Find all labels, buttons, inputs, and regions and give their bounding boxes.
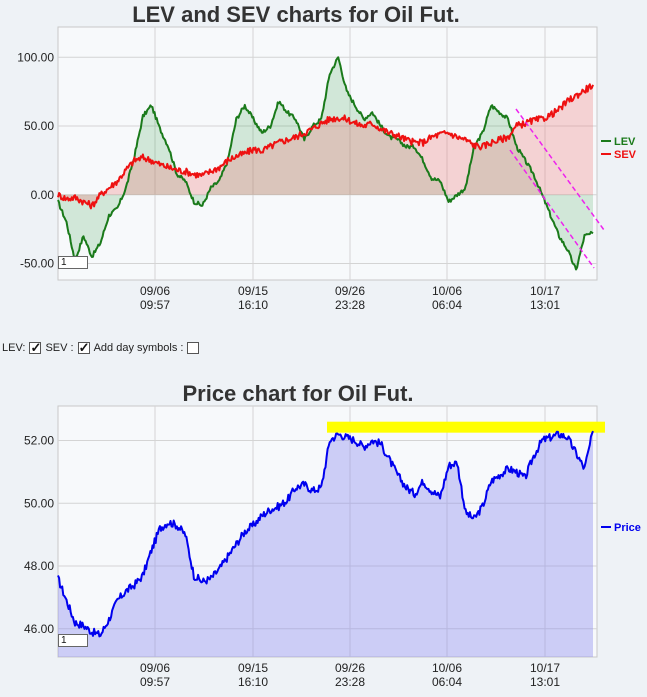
x-tick-date: 09/15 bbox=[238, 284, 268, 298]
x-tick-time: 13:01 bbox=[530, 675, 560, 689]
x-tick-time: 16:10 bbox=[238, 298, 268, 312]
x-tick-date: 10/17 bbox=[530, 661, 560, 675]
x-tick-date: 10/06 bbox=[432, 661, 462, 675]
series-area-sev bbox=[58, 84, 593, 209]
x-tick-date: 10/06 bbox=[432, 284, 462, 298]
day-symbols-checkbox[interactable] bbox=[187, 342, 200, 354]
price-chart-title: Price chart for Oil Fut. bbox=[182, 381, 413, 406]
legend-entry-price: Price bbox=[614, 522, 641, 534]
x-tick-time: 06:04 bbox=[432, 298, 462, 312]
price-page-input[interactable]: 1 bbox=[58, 634, 88, 647]
series-area-price bbox=[58, 431, 593, 657]
y-tick-label: 46.00 bbox=[24, 622, 54, 636]
series-line-lev bbox=[57, 56, 594, 271]
lev-sev-page-input[interactable]: 1 bbox=[58, 256, 88, 269]
x-tick-time: 16:10 bbox=[238, 675, 268, 689]
series-toggle-bar: LEV: SEV : Add day symbols : bbox=[2, 340, 201, 356]
legend-entry-sev: SEV bbox=[614, 149, 637, 161]
y-tick-label: -50.00 bbox=[20, 257, 54, 271]
sev-checkbox[interactable] bbox=[77, 340, 90, 356]
y-tick-label: 50.00 bbox=[24, 119, 54, 133]
legend-entry-lev: LEV bbox=[614, 136, 636, 148]
resistance-highlight-band bbox=[327, 421, 605, 433]
x-tick-date: 10/17 bbox=[530, 284, 560, 298]
series-line-price bbox=[57, 430, 594, 638]
x-tick-time: 23:28 bbox=[335, 675, 365, 689]
x-tick-date: 09/26 bbox=[335, 284, 365, 298]
lev-sev-chart-title: LEV and SEV charts for Oil Fut. bbox=[132, 2, 460, 27]
lev-sev-chart: LEV and SEV charts for Oil Fut. 100.00 50… bbox=[17, 2, 637, 312]
trend-channel-upper bbox=[515, 108, 605, 231]
y-tick-label: 50.00 bbox=[24, 496, 54, 510]
x-tick-time: 09:57 bbox=[140, 298, 170, 312]
x-tick-date: 09/06 bbox=[140, 661, 170, 675]
day-symbols-label: Add day symbols : bbox=[93, 342, 184, 354]
x-tick-time: 13:01 bbox=[530, 298, 560, 312]
x-tick-date: 09/06 bbox=[140, 284, 170, 298]
lev-toggle-label: LEV: bbox=[2, 342, 26, 354]
y-tick-label: 52.00 bbox=[24, 434, 54, 448]
x-tick-time: 09:57 bbox=[140, 675, 170, 689]
lev-checkbox[interactable] bbox=[29, 340, 42, 356]
y-tick-label: 100.00 bbox=[17, 50, 54, 64]
x-tick-date: 09/15 bbox=[238, 661, 268, 675]
y-tick-label: 0.00 bbox=[31, 188, 55, 202]
x-tick-time: 23:28 bbox=[335, 298, 365, 312]
series-line-sev bbox=[57, 83, 594, 210]
y-tick-label: 48.00 bbox=[24, 559, 54, 573]
sev-toggle-label: SEV : bbox=[45, 342, 74, 354]
trend-channel-lower bbox=[509, 149, 595, 269]
x-tick-date: 09/26 bbox=[335, 661, 365, 675]
x-tick-time: 06:04 bbox=[432, 675, 462, 689]
series-area-lev bbox=[58, 57, 593, 270]
